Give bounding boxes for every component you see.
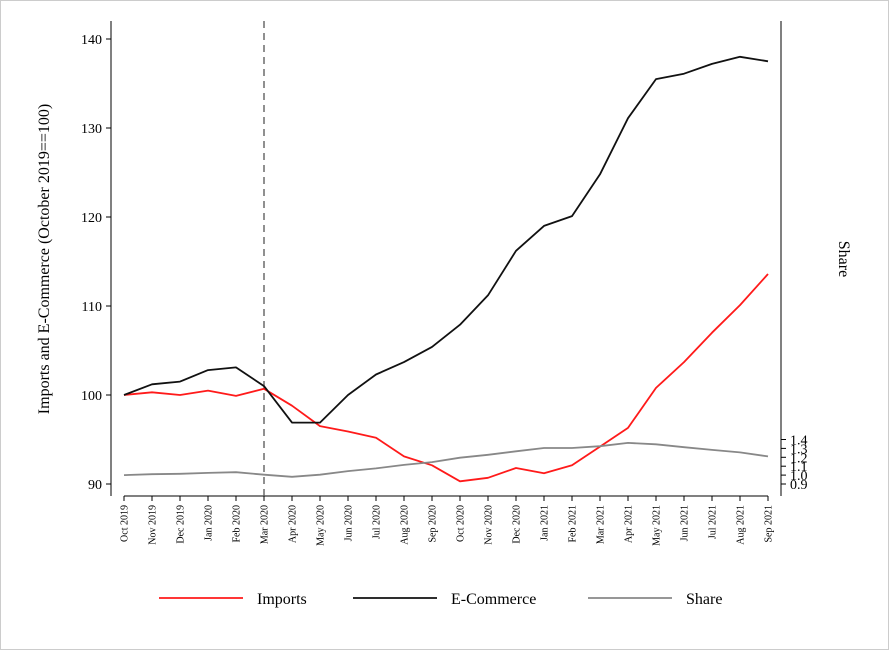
y-tick-label: 100: [81, 389, 102, 404]
x-tick-label: Mar 2021: [596, 505, 607, 544]
y2-tick-label: 1.4: [790, 434, 808, 449]
axes: 90 100 110 120 130 140 0.91.01.11.21.31.4 Oct 2…: [36, 21, 852, 546]
x-tick-label: Jan 2021: [540, 505, 551, 541]
series-lines: [123, 55, 769, 483]
x-tick-label: May 2020: [316, 505, 327, 546]
x-tick-label: Oct 2020: [456, 505, 467, 542]
x-tick-label: Dec 2019: [176, 505, 187, 544]
y-tick-label: 130: [81, 122, 102, 137]
y-tick-label: 110: [82, 300, 102, 315]
x-tick-label: Sep 2020: [428, 505, 439, 543]
x-tick-label: Sep 2021: [764, 505, 775, 543]
x-tick-label: Oct 2019: [120, 505, 131, 542]
series-line-share: [123, 441, 769, 478]
y-tick-label: 90: [88, 478, 102, 493]
legend-label-e-commerce: E-Commerce: [451, 591, 536, 608]
x-tick-label: Dec 2020: [512, 505, 523, 544]
x-tick-label: Jan 2020: [204, 505, 215, 541]
x-tick-label: Jul 2020: [372, 505, 383, 539]
x-tick-label: Nov 2020: [484, 505, 495, 545]
x-tick-label: Feb 2020: [232, 505, 243, 543]
x-tick-label: Mar 2020: [260, 505, 271, 544]
series-line-e-commerce: [123, 55, 769, 424]
legend-label-share: Share: [686, 591, 722, 608]
x-tick-label: Nov 2019: [148, 505, 159, 545]
x-tick-label: Jun 2021: [680, 505, 691, 541]
y2-tick-label: 0.9: [790, 478, 808, 493]
x-tick-label: Feb 2021: [568, 505, 579, 543]
y-tick-label: 120: [81, 211, 102, 226]
y2-tick-label: 1.0: [790, 469, 808, 484]
x-tick-label: Apr 2021: [624, 505, 635, 543]
x-tick-label: May 2021: [652, 505, 663, 546]
y2-tick-label: 1.3: [790, 442, 808, 457]
y2-axis-label: Share: [835, 241, 852, 277]
y2-tick-label: 1.2: [790, 451, 808, 466]
x-tick-label: Aug 2021: [736, 505, 747, 545]
series-line-imports: [123, 273, 769, 483]
y-tick-label: 140: [81, 33, 102, 48]
x-tick-label: Aug 2020: [400, 505, 411, 545]
x-tick-label: Apr 2020: [288, 505, 299, 543]
legend: Imports E-Commerce Share: [159, 591, 722, 608]
x-tick-label: Jun 2020: [344, 505, 355, 541]
y2-tick-label: 1.1: [790, 460, 808, 475]
y-axis-label: Imports and E-Commerce (October 2019==10…: [36, 104, 53, 414]
x-tick-label: Jul 2021: [708, 505, 719, 539]
legend-label-imports: Imports: [257, 591, 307, 608]
